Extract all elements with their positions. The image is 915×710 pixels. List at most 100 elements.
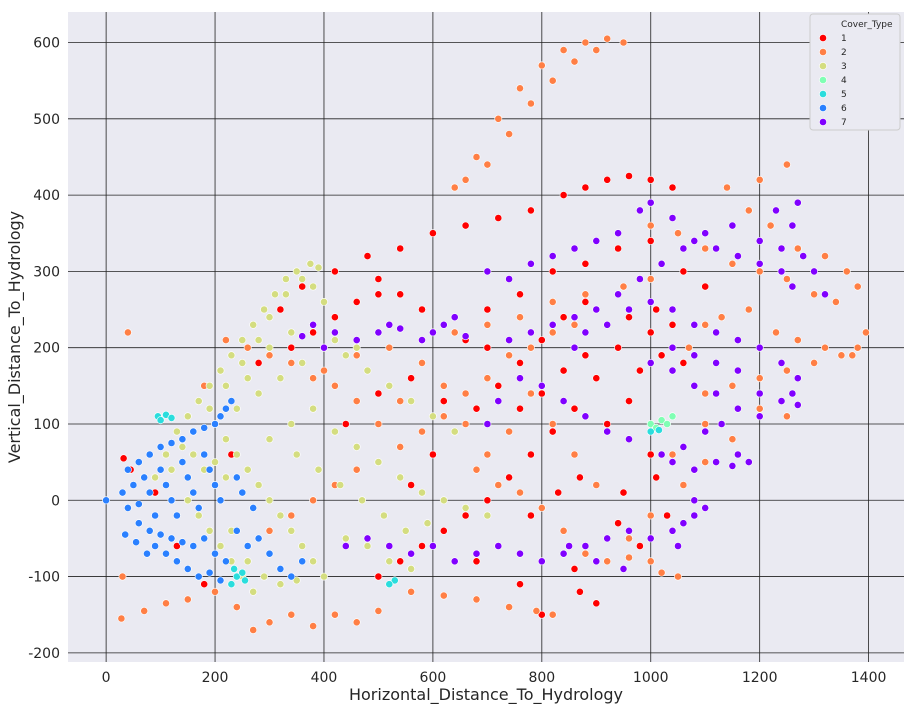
data-point (309, 622, 317, 630)
data-point (162, 450, 170, 459)
data-point (265, 618, 274, 627)
data-point (320, 572, 328, 581)
data-point (205, 568, 214, 577)
data-point (145, 526, 154, 535)
data-point (298, 358, 307, 367)
series-5 (153, 410, 663, 589)
data-point (167, 413, 176, 422)
data-point (238, 488, 247, 497)
data-point (194, 511, 203, 520)
data-point (232, 473, 241, 482)
data-point (124, 503, 132, 512)
data-point (358, 496, 366, 505)
data-point (265, 526, 274, 535)
y-tick-label: 400 (33, 188, 60, 204)
data-point (853, 282, 862, 291)
legend-item: 2 (819, 48, 847, 58)
data-point (652, 473, 661, 482)
data-point (189, 427, 198, 436)
data-point (363, 252, 372, 260)
series-4 (646, 412, 677, 432)
data-point (576, 473, 584, 482)
data-point (243, 343, 252, 352)
legend-label: 6 (841, 104, 847, 114)
data-point (172, 511, 181, 520)
legend-marker (819, 48, 827, 56)
data-point (249, 503, 258, 512)
data-point (292, 576, 301, 585)
data-point (145, 450, 154, 459)
data-point (254, 336, 263, 344)
data-point (287, 343, 296, 352)
data-point (755, 404, 764, 413)
data-point (227, 351, 236, 360)
data-point (527, 343, 535, 352)
data-point (140, 607, 149, 615)
data-point (548, 328, 557, 337)
data-point (156, 442, 165, 451)
data-point (685, 343, 693, 352)
data-point (156, 416, 165, 425)
data-point (537, 610, 546, 619)
data-point (655, 426, 663, 434)
data-point (592, 599, 601, 608)
data-point (118, 488, 127, 497)
data-point (287, 572, 296, 581)
legend-item: 6 (819, 104, 847, 114)
data-point (156, 530, 165, 539)
data-point (172, 557, 181, 566)
data-point (292, 267, 301, 276)
data-point (439, 591, 448, 600)
data-point (238, 358, 247, 367)
data-point (559, 46, 568, 54)
data-point (548, 267, 557, 276)
data-point (439, 397, 448, 405)
data-point (396, 473, 405, 482)
series-6 (102, 397, 307, 585)
data-point (772, 206, 780, 215)
legend-label: 2 (841, 48, 847, 58)
data-point (352, 351, 361, 360)
data-point (559, 549, 568, 558)
data-point (336, 481, 345, 489)
data-point (211, 481, 219, 489)
data-point (581, 297, 590, 306)
data-point (570, 57, 579, 66)
data-point (788, 221, 797, 230)
data-point (418, 358, 426, 367)
data-point (712, 358, 720, 367)
data-point (548, 252, 557, 260)
data-point (548, 610, 557, 619)
data-point (401, 526, 410, 535)
data-point (646, 297, 655, 306)
data-point (734, 404, 742, 413)
data-point (183, 496, 192, 505)
data-point (537, 389, 546, 398)
data-point (243, 465, 252, 474)
data-point (232, 572, 241, 581)
data-point (221, 381, 230, 390)
data-point (603, 320, 612, 329)
data-point (619, 38, 628, 47)
data-point (309, 282, 317, 291)
data-point (646, 420, 655, 428)
data-point (352, 397, 361, 405)
y-tick-label: 300 (33, 264, 60, 280)
data-point (603, 557, 612, 566)
data-point (516, 580, 524, 589)
data-point (516, 358, 524, 367)
data-point (450, 328, 459, 337)
data-point (352, 343, 361, 352)
data-point (243, 374, 252, 383)
data-point (668, 343, 677, 352)
data-point (151, 511, 159, 520)
data-point (396, 324, 405, 333)
data-point (352, 618, 361, 627)
legend: Cover_Type 1 2 3 4 5 6 7 (809, 13, 901, 131)
data-point (821, 252, 829, 260)
legend-marker (819, 90, 827, 98)
data-point (287, 358, 296, 367)
data-point (450, 427, 459, 436)
data-point (766, 221, 775, 230)
data-point (461, 503, 470, 512)
